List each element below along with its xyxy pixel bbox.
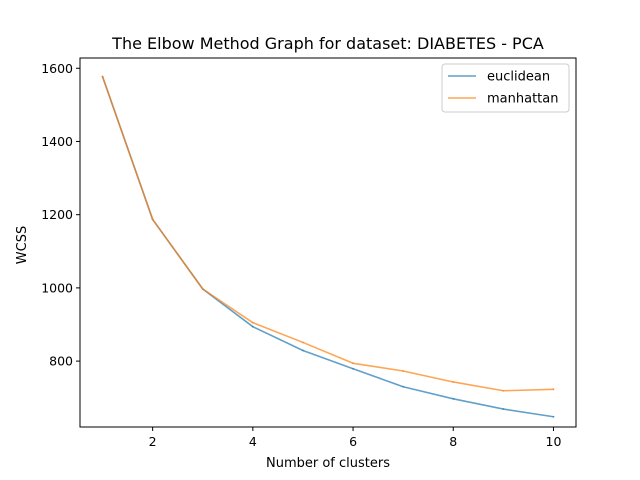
chart-title: The Elbow Method Graph for dataset: DIAB…: [111, 34, 544, 53]
x-tick-label: 6: [349, 434, 357, 449]
data-point-euclidean-7: [402, 385, 405, 388]
y-tick-label: 800: [49, 354, 73, 369]
data-point-euclidean-9: [502, 408, 505, 410]
series-line-manhattan: [101, 75, 555, 392]
y-axis-label: WCSS: [15, 226, 30, 264]
data-point-euclidean-4: [251, 325, 254, 328]
data-point-manhattan-4: [251, 321, 254, 324]
data-point-manhattan-5: [302, 341, 304, 344]
plot-area: [80, 58, 576, 427]
data-point-manhattan-7: [402, 370, 405, 372]
x-tick-label: 10: [546, 434, 562, 449]
y-tick-label: 1400: [41, 134, 73, 149]
legend-label-euclidean: euclidean: [487, 70, 550, 85]
data-point-manhattan-2: [151, 218, 154, 221]
legend: euclidean manhattan: [441, 63, 570, 113]
legend-label-manhattan: manhattan: [487, 92, 558, 107]
data-point-manhattan-1: [101, 75, 104, 78]
data-point-euclidean-8: [452, 397, 455, 400]
x-tick-label: 4: [249, 434, 257, 449]
data-point-euclidean-10: [552, 415, 555, 418]
x-tick-label: 2: [149, 434, 157, 449]
data-point-manhattan-10: [552, 388, 555, 391]
data-point-euclidean-6: [352, 367, 354, 370]
plot-frame: [79, 57, 577, 428]
data-point-manhattan-3: [201, 288, 204, 290]
data-point-manhattan-8: [452, 381, 455, 383]
plot-background: [80, 58, 576, 427]
y-tick-label: 1600: [41, 61, 73, 76]
y-tick-label: 1000: [41, 280, 73, 295]
series-layer: [101, 75, 555, 418]
x-tick-label: 8: [449, 434, 457, 449]
data-point-manhattan-9: [502, 389, 505, 392]
data-point-manhattan-6: [352, 362, 354, 365]
data-point-euclidean-5: [302, 349, 304, 352]
y-tick-label: 1200: [41, 207, 73, 222]
axes-layer: 2 4 6 8 10 800 1000 1200 1400 1600: [41, 57, 577, 449]
x-axis-label: Number of clusters: [266, 456, 390, 471]
